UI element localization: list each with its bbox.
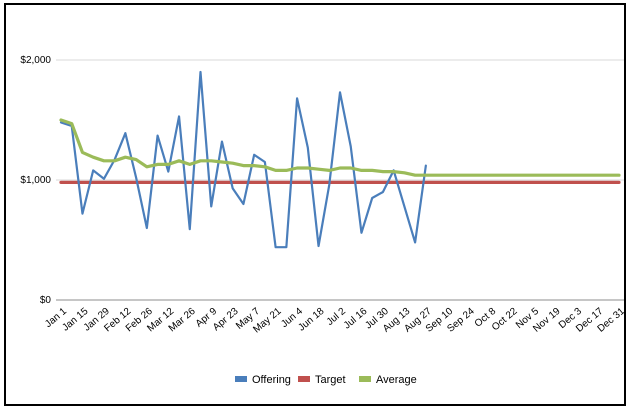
y-tick-label: $0 (40, 295, 52, 306)
legend-swatch (235, 376, 247, 382)
gridlines (56, 59, 624, 301)
legend-label: Target (315, 374, 346, 386)
legend-label: Average (376, 374, 417, 386)
legend-swatch (359, 376, 371, 382)
legend-swatch (298, 376, 310, 382)
chart-frame: $0 $1,000 $2,000 Jan 1 Jan 15 Jan 29 Feb 12 Fe… (4, 3, 626, 406)
x-tick-label: Jul 16 (342, 306, 370, 332)
series-line-offering (59, 70, 427, 249)
legend-label: Offering (252, 374, 291, 386)
series-lines (59, 70, 621, 249)
y-tick-label: $1,000 (20, 175, 51, 186)
x-tick-label: Apr 23 (211, 306, 241, 334)
y-axis-ticks: $0 $1,000 $2,000 (20, 55, 51, 306)
series-line-average (59, 118, 621, 177)
x-tick-label: Oct 22 (490, 306, 520, 334)
legend: Offering Target Average (235, 374, 417, 386)
y-tick-label: $2,000 (20, 55, 51, 66)
